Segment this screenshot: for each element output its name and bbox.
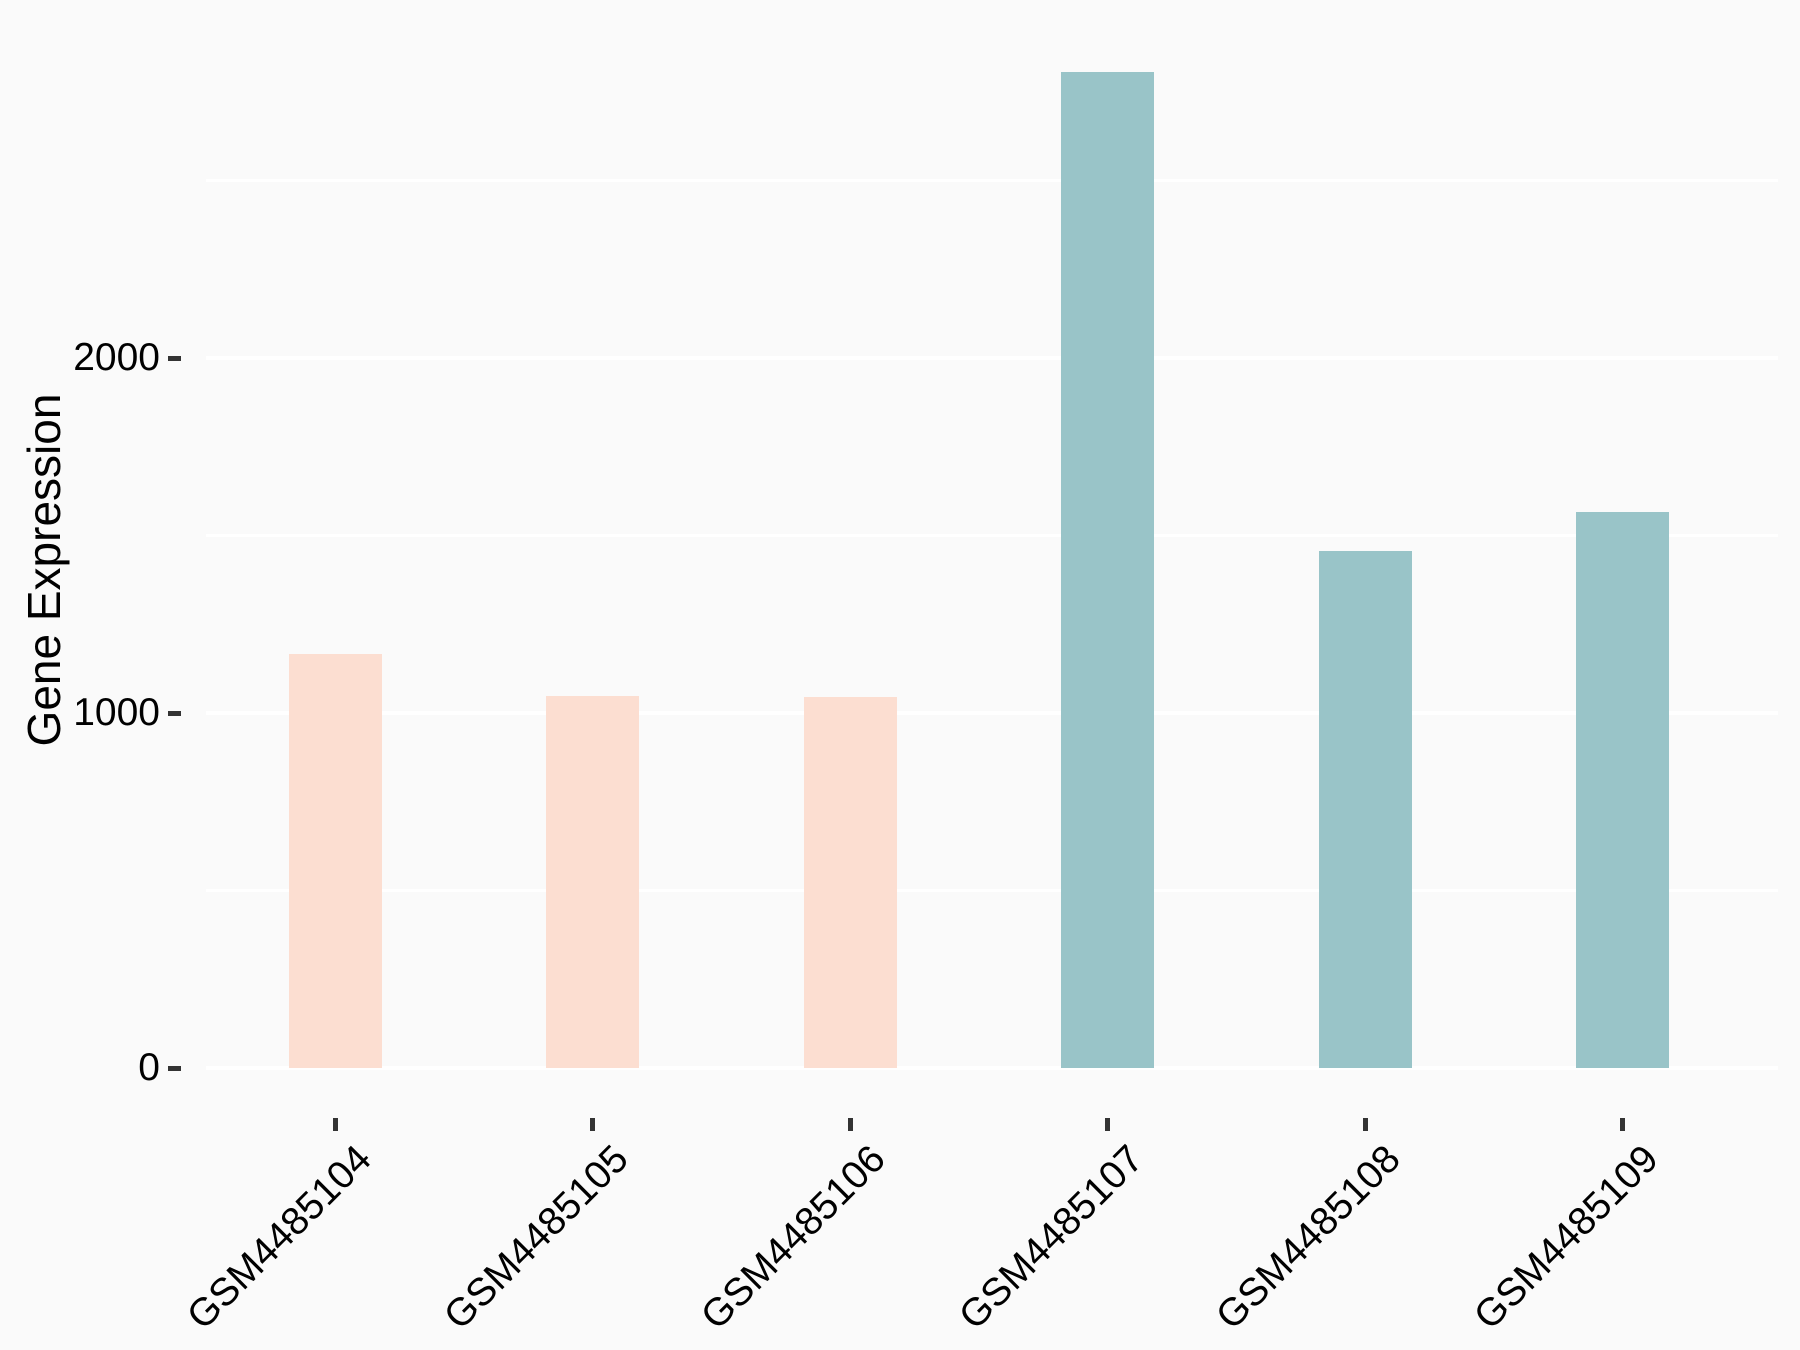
- y-tick-label-0: 0: [138, 1046, 160, 1089]
- x-tick-mark-GSM4485107: [1105, 1118, 1111, 1131]
- y-tick-label-1000: 1000: [73, 691, 160, 734]
- plot-panel: [206, 0, 1778, 1117]
- x-axis-label-GSM4485106: GSM4485106: [693, 1137, 894, 1338]
- x-tick-mark-GSM4485109: [1620, 1118, 1625, 1131]
- x-tick-mark-GSM4485104: [333, 1118, 338, 1131]
- x-tick-mark-GSM4485108: [1362, 1118, 1368, 1131]
- x-tick-mark-GSM4485105: [590, 1118, 596, 1131]
- x-tick-mark-GSM4485106: [847, 1118, 853, 1131]
- gridline-major-1000: [206, 711, 1778, 715]
- bar-GSM4485107: [1061, 72, 1155, 1068]
- x-axis-label-GSM4485108: GSM4485108: [1208, 1137, 1409, 1338]
- x-axis-label-GSM4485109: GSM4485109: [1465, 1137, 1667, 1338]
- bar-GSM4485106: [803, 697, 897, 1068]
- x-axis-label-GSM4485105: GSM4485105: [436, 1137, 637, 1338]
- bar-GSM4485104: [289, 654, 382, 1068]
- y-tick-mark-0: [168, 1065, 181, 1071]
- y-axis-title: Gene Expression: [18, 393, 70, 747]
- x-axis-label-GSM4485107: GSM4485107: [950, 1137, 1152, 1338]
- y-tick-mark-1000: [168, 710, 181, 716]
- gridline-minor-2500: [206, 179, 1778, 182]
- x-axis-label-GSM4485104: GSM4485104: [178, 1137, 380, 1338]
- gridline-major-0: [206, 1066, 1778, 1070]
- gridline-minor-500: [206, 889, 1778, 892]
- bar-GSM4485108: [1318, 551, 1412, 1068]
- y-tick-label-2000: 2000: [73, 336, 160, 379]
- bar-GSM4485109: [1576, 512, 1669, 1068]
- y-tick-mark-2000: [168, 355, 181, 361]
- gridline-minor-1500: [206, 534, 1778, 537]
- gridline-major-2000: [206, 356, 1778, 360]
- bar-GSM4485105: [546, 695, 640, 1068]
